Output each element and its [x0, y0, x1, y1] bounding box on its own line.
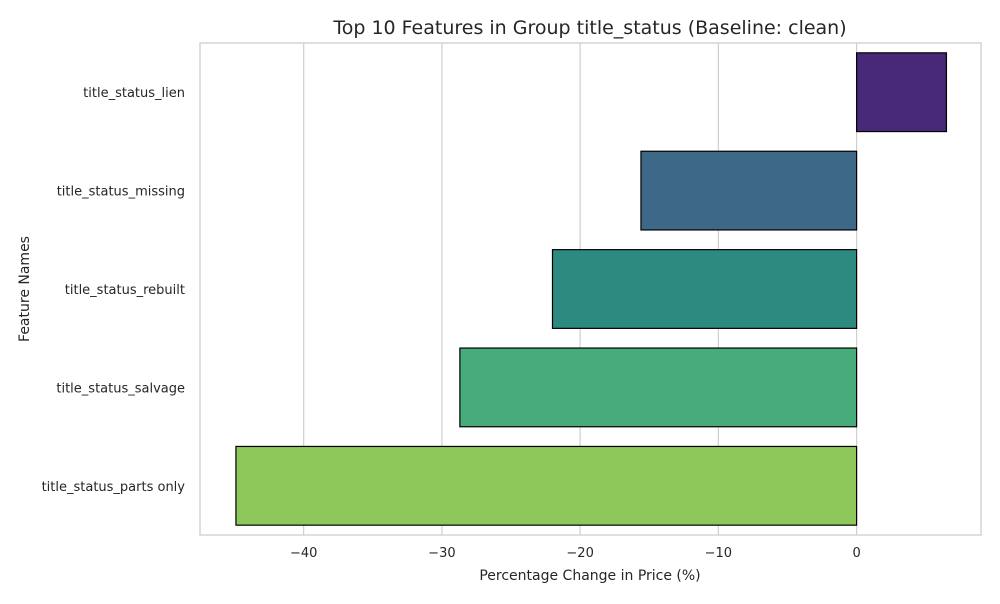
y-tick-labels: title_status_lien title_status_missingtit… — [42, 86, 186, 495]
x-axis-label: Percentage Change in Price (%) — [479, 568, 700, 584]
plot-area-frame — [199, 42, 982, 536]
bar-title-status-salvage — [459, 347, 858, 428]
bar-title-status-parts-only — [235, 445, 858, 526]
y-tick-label: title_status_missing — [57, 185, 185, 200]
bar-title-status-lien — [855, 52, 948, 133]
x-tick-label: −30 — [428, 546, 455, 561]
x-tick-label: −10 — [705, 546, 732, 561]
bars — [235, 52, 948, 526]
x-tick-labels: −40 −30 −20 −10 0 — [290, 546, 861, 561]
x-tick-label: −20 — [566, 546, 593, 561]
y-tick-label: title_status_salvage — [56, 381, 185, 396]
y-axis-label: Feature Names — [17, 236, 33, 342]
x-tick-label: −40 — [290, 546, 317, 561]
y-tick-label: title_status_rebuilt — [65, 283, 185, 298]
y-tick-label: title_status_parts only — [42, 480, 186, 495]
y-tick-label: title_status_lien — [83, 86, 185, 101]
x-tick-label: 0 — [852, 546, 860, 561]
bar-title-status-rebuilt — [551, 249, 858, 329]
chart-title: Top 10 Features in Group title_status (B… — [332, 17, 846, 39]
bar-title-status-missing — [640, 150, 858, 231]
